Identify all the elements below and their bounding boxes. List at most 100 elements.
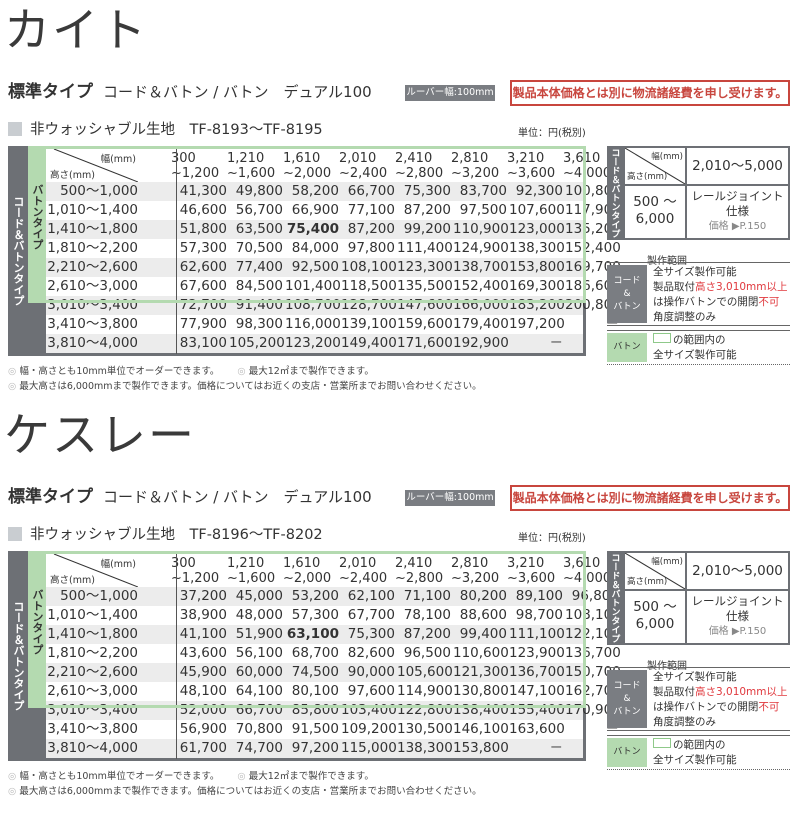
column-header-from: 1,210 [227, 151, 265, 166]
price-cell: 51,900 [235, 626, 283, 642]
column-header-from: 2,810 [451, 151, 489, 166]
bullet-icon: ◎ [8, 786, 20, 797]
column-header-to: ~1,200 [171, 571, 220, 586]
label-line: コード [613, 680, 641, 691]
bullet-icon: ◎ [8, 381, 20, 392]
column-header-to: ~1,200 [171, 166, 220, 181]
price-cell: 111,400 [397, 240, 453, 256]
table-row: 3,410～3,800 77,900 98,300 116,000 139,100 159… [46, 315, 619, 334]
price-cell: 66,700 [347, 183, 395, 199]
price-cell: 57,300 [179, 240, 227, 256]
price-cell: 108,700 [285, 297, 341, 313]
table-row: 3,810～4,000 83,100 105,200 123,200 149,400 17… [46, 334, 619, 353]
range-text: は操作バトンでの開閉 [653, 701, 759, 713]
range-line: の範囲内の [653, 333, 737, 348]
footnote: 最大12㎡まで製作できます。 [248, 771, 374, 782]
height-axis-label: 高さ(mm) [50, 575, 95, 586]
price-table: コード＆バトンタイプ バトンタイプ 幅(mm) 高さ(mm) 300 ~1,200 1,21… [8, 551, 621, 761]
price-cell: 88,600 [459, 607, 507, 623]
price-cell: 87,200 [347, 221, 395, 237]
column-header-to: ~3,200 [451, 571, 500, 586]
price-cell: 123,300 [397, 259, 453, 275]
footnote-line: ◎ 最大高さは6,000mmまで製作できます。価格についてはお近くの支店・営業所… [8, 379, 482, 394]
baton-label: バトン [607, 738, 647, 767]
row-header: 3,810～4,000 [47, 335, 138, 351]
header-divider [176, 149, 177, 354]
price-cell: 75,300 [347, 626, 395, 642]
column-header-to: ~1,600 [227, 571, 276, 586]
baton-type-column [28, 551, 46, 705]
column-header-to: ~2,000 [283, 571, 332, 586]
price-cell: 138,700 [453, 259, 509, 275]
table-row: 2,210～2,600 62,600 77,400 92,500 108,100 123,… [46, 258, 621, 277]
range-line: 角度調整のみ [653, 716, 716, 728]
row-header: 1,010～1,400 [47, 607, 138, 623]
row-header: 1,810～2,200 [47, 645, 138, 661]
column-header-to: ~2,800 [395, 166, 444, 181]
price-cell: 97,800 [347, 240, 395, 256]
range-line: は操作バトンでの開閉不可 [653, 700, 788, 715]
range-warning: 不可 [758, 296, 780, 308]
price-cell: 48,100 [179, 683, 227, 699]
rail-joint-spec: レールジョイント 仕様 価格 ▶P.150 [687, 591, 788, 643]
price-cell: 56,700 [235, 202, 283, 218]
price-cell: 109,200 [341, 721, 397, 737]
rail-width-range: 2,010～5,000 [687, 148, 788, 184]
price-cell: 77,400 [235, 259, 283, 275]
table-row: 1,810～2,200 57,300 70,500 84,000 97,800 111,4… [46, 239, 621, 258]
rail-type-label: コード＆バトンタイプ [609, 148, 620, 238]
price-cell: 46,600 [179, 202, 227, 218]
price-cell: 114,900 [397, 683, 453, 699]
price-cell: 159,600 [397, 316, 453, 332]
row-header: 3,410～3,800 [47, 721, 138, 737]
diagonal-divider [53, 554, 138, 587]
row-header: 3,410～3,800 [47, 316, 138, 332]
subtitle: 標準タイプ コード＆バトン / バトン デュアル100 [8, 487, 372, 507]
price-cell: 130,800 [453, 683, 509, 699]
range-warning: 不可 [758, 701, 780, 713]
column-header-from: 3,610 [563, 151, 601, 166]
price-cell: 122,100 [565, 626, 621, 642]
column-header: 2,010 ~2,400 [339, 556, 387, 586]
price-cell: 169,700 [565, 259, 621, 275]
price-cell: 66,900 [291, 202, 339, 218]
cord-baton-text: 全サイズ製作可能 製品取付高さ3,010mm以上 は操作バトンでの開閉不可 角度調整の… [653, 670, 788, 730]
price-cell: 71,100 [403, 588, 451, 604]
table-row: 3,010～3,400 72,700 91,400 108,700 128,700 147… [46, 296, 621, 315]
price-cell: 128,700 [341, 297, 397, 313]
price-cell: 83,100 [179, 335, 227, 351]
green-box-icon [653, 333, 671, 343]
height-axis-label: 高さ(mm) [50, 170, 95, 181]
rail-joint-spec: レールジョイント 仕様 価格 ▶P.150 [687, 186, 788, 238]
price-cell: 111,100 [509, 626, 565, 642]
louver-width-badge: ルーバー幅:100mm [405, 85, 495, 101]
footnote-line: ◎ 最大高さは6,000mmまで製作できます。価格についてはお近くの支店・営業所… [8, 784, 482, 799]
range-text: の範囲内の [673, 739, 726, 751]
price-cell: 87,200 [403, 626, 451, 642]
column-header: 3,610 ~4,000 [563, 151, 611, 181]
footnote: 最大高さは6,000mmまで製作できます。価格についてはお近くの支店・営業所まで… [19, 381, 482, 392]
table-row: 3,810～4,000 61,700 74,700 97,200 115,000 138,… [46, 739, 619, 758]
logistics-notice: 製品本体価格とは別に物流諸経費を申し受けます。 [510, 485, 790, 511]
fabric-swatch-icon [8, 122, 22, 136]
price-cell: 130,500 [397, 721, 453, 737]
price-cell: 70,500 [235, 240, 283, 256]
price-cell: 124,900 [453, 240, 509, 256]
price-cell: 108,100 [565, 607, 621, 623]
price-cell: 153,800 [453, 740, 509, 756]
price-cell: 192,900 [453, 335, 509, 351]
rail-spec-line: 仕様 [726, 204, 749, 218]
row-header: 500～1,000 [60, 183, 138, 199]
price-cell: 179,400 [453, 316, 509, 332]
label-line: & [623, 288, 631, 299]
width-axis-label: 幅(mm) [100, 154, 136, 165]
footnotes: ◎ 幅・高さとも10mm単位でオーダーできます。 ◎ 最大12㎡まで製作できます。… [8, 364, 482, 394]
range-title: 製作範囲 [647, 661, 687, 672]
price-cell: 97,200 [291, 740, 339, 756]
subtitle-type: 標準タイプ [8, 82, 93, 102]
price-cell: 89,100 [515, 588, 563, 604]
price-cell: 163,600 [509, 721, 565, 737]
price-cell: 84,500 [235, 278, 283, 294]
price-cell: 147,600 [397, 297, 453, 313]
price-cell: 149,400 [341, 335, 397, 351]
